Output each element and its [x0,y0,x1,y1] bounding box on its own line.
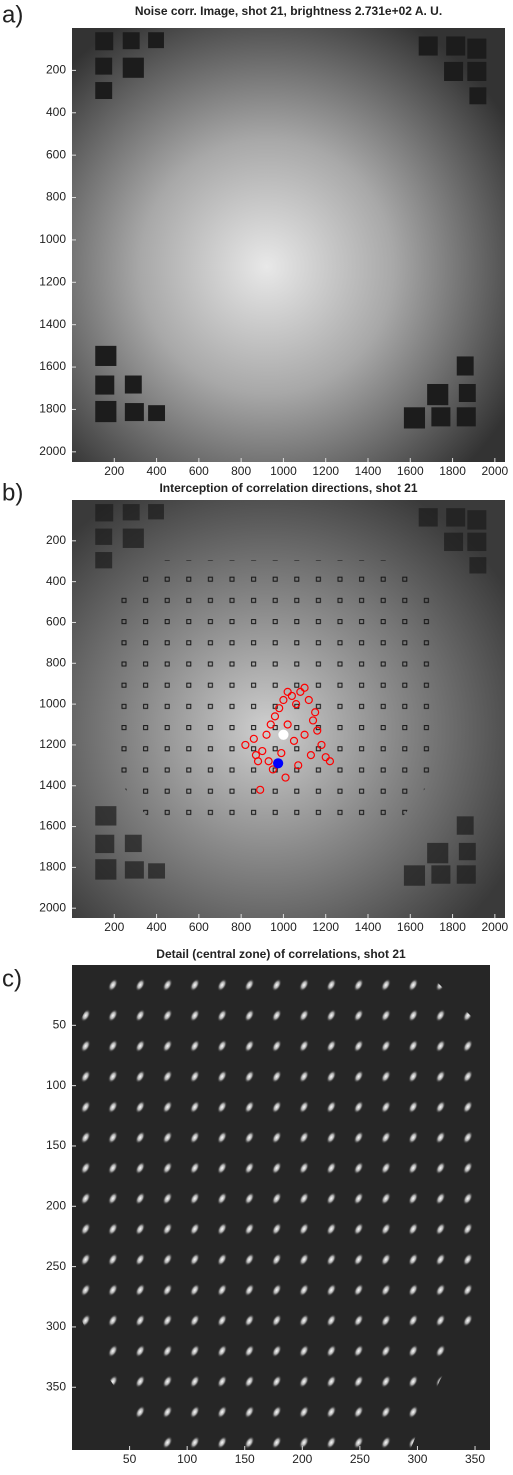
x-tick-label: 200 [104,464,124,478]
panel-label: b) [2,479,23,506]
intercept-point [277,748,286,758]
y-tick-label: 200 [46,1198,66,1212]
y-tick-label: 800 [46,190,66,204]
intercept-point [281,773,290,782]
intercept-point [275,704,284,713]
intercept-point [313,726,322,735]
y-tick-label: 1800 [39,860,66,874]
y-tick-label: 1600 [39,819,66,833]
x-tick-label: 1000 [270,920,297,934]
x-tick-label: 400 [147,464,167,478]
intercept-point [325,757,335,766]
x-tick-label: 800 [231,464,251,478]
intercept-point [304,695,313,705]
intercept-point [270,712,280,721]
x-tick-label: 1200 [312,464,339,478]
y-tick-label: 200 [46,63,66,77]
x-tick-label: 100 [177,1452,197,1466]
intercept-point [256,785,265,794]
y-tick-label: 600 [46,615,66,629]
intercept-point [249,734,258,743]
x-tick-label: 50 [123,1452,137,1466]
y-tick-label: 2000 [39,900,66,914]
intercept-point [306,751,316,760]
y-tick-label: 250 [46,1259,66,1273]
intercept-point [251,751,261,760]
x-tick-label: 1800 [439,920,466,934]
x-tick-label: 250 [350,1452,370,1466]
x-tick-label: 2000 [482,920,509,934]
intercept-point [321,753,330,762]
y-tick-label: 200 [46,533,66,547]
x-tick-label: 300 [407,1452,427,1466]
intercept-point [289,736,299,745]
intercept-point [266,720,275,729]
x-tick-label: 200 [292,1452,312,1466]
y-tick-label: 1600 [39,359,66,373]
y-tick-label: 2000 [39,444,66,458]
y-tick-label: 1200 [39,737,66,751]
x-tick-label: 1200 [312,920,339,934]
x-tick-label: 600 [189,920,209,934]
x-tick-label: 1400 [355,920,382,934]
y-tick-label: 400 [46,574,66,588]
y-tick-label: 1800 [39,402,66,416]
x-tick-label: 200 [104,920,124,934]
chart-title: Noise corr. Image, shot 21, brightness 2… [135,4,442,18]
intercept-point [296,687,305,696]
y-tick-label: 300 [46,1319,66,1333]
intercept-point [292,700,301,709]
y-tick-label: 150 [46,1138,66,1152]
intercept-point [294,761,303,770]
intercept-point [287,691,296,701]
intercept-point [308,716,318,725]
intercept-point [241,740,250,750]
panel-label: c) [2,965,22,992]
x-tick-label: 800 [231,920,251,934]
x-tick-label: 1600 [397,920,424,934]
intercept-point [264,757,273,766]
y-tick-label: 350 [46,1379,66,1393]
x-tick-label: 2000 [482,464,509,478]
x-tick-label: 150 [235,1452,255,1466]
y-tick-label: 400 [46,105,66,119]
intercept-point [317,740,326,750]
correlation-peaks [72,965,490,1450]
y-tick-label: 1200 [39,274,66,288]
panel-label: a) [2,1,23,28]
x-tick-label: 350 [465,1452,485,1466]
intercept-point [283,720,292,729]
intercept-point [311,708,320,717]
grid-squares [110,560,440,820]
x-tick-label: 400 [147,920,167,934]
y-tick-label: 600 [46,147,66,161]
x-tick-label: 1400 [355,464,382,478]
y-tick-label: 1000 [39,232,66,246]
y-tick-label: 100 [46,1078,66,1092]
intercept-point [262,730,271,739]
chart-title: Interception of correlation directions, … [159,481,417,495]
y-tick-label: 50 [53,1017,67,1031]
intercept-point [268,765,277,774]
intercept-point [258,746,267,756]
intercept-point [279,695,288,705]
x-tick-label: 1800 [439,464,466,478]
intercept-point [300,730,309,739]
y-tick-label: 800 [46,655,66,669]
chart-title: Detail (central zone) of correlations, s… [156,947,406,961]
intercept-point [300,683,309,692]
x-tick-label: 1000 [270,464,297,478]
intercept-point [283,687,292,696]
x-tick-label: 1600 [397,464,424,478]
y-tick-label: 1000 [39,696,66,710]
center-point [273,758,284,769]
x-tick-label: 600 [189,464,209,478]
y-tick-label: 1400 [39,778,66,792]
center-point [278,729,289,740]
y-tick-label: 1400 [39,317,66,331]
